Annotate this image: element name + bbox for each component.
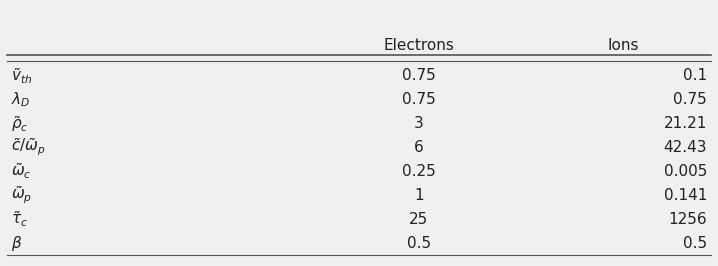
Text: 0.5: 0.5 [406,236,431,251]
Text: 6: 6 [414,140,424,155]
Text: $\beta$: $\beta$ [11,234,22,253]
Text: 0.25: 0.25 [402,164,436,179]
Text: 1256: 1256 [668,212,707,227]
Text: 0.75: 0.75 [402,68,436,83]
Text: 0.141: 0.141 [664,188,707,203]
Text: $\lambda_D$: $\lambda_D$ [11,90,30,109]
Text: 0.75: 0.75 [673,92,707,107]
Text: 0.5: 0.5 [683,236,707,251]
Text: 3: 3 [414,116,424,131]
Text: Electrons: Electrons [383,38,454,53]
Text: $\tilde{\tau}_c$: $\tilde{\tau}_c$ [11,210,28,229]
Text: $\tilde{\rho}_c$: $\tilde{\rho}_c$ [11,114,28,134]
Text: Ions: Ions [607,38,638,53]
Text: $\tilde{\omega}_p$: $\tilde{\omega}_p$ [11,185,32,206]
Text: 0.1: 0.1 [683,68,707,83]
Text: 0.75: 0.75 [402,92,436,107]
Text: 42.43: 42.43 [663,140,707,155]
Text: $\tilde{c}/\tilde{\omega}_p$: $\tilde{c}/\tilde{\omega}_p$ [11,137,45,158]
Text: $\tilde{v}_{th}$: $\tilde{v}_{th}$ [11,66,32,86]
Text: 0.005: 0.005 [664,164,707,179]
Text: 25: 25 [409,212,429,227]
Text: $\tilde{\omega}_c$: $\tilde{\omega}_c$ [11,162,32,181]
Text: 1: 1 [414,188,424,203]
Text: 21.21: 21.21 [664,116,707,131]
